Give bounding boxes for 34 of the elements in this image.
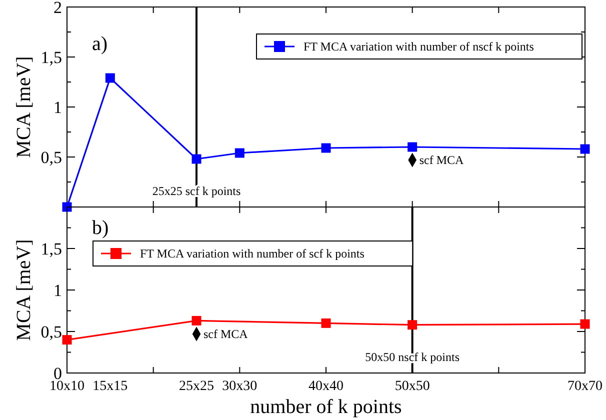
point: [234, 148, 244, 158]
x-tick-label: 30x30: [222, 379, 258, 394]
point: [192, 316, 202, 326]
legend-label: FT MCA variation with number of scf k points: [140, 246, 365, 261]
y-tick-label: 0,5: [40, 322, 62, 342]
x-tick-label: 70x70: [568, 379, 602, 394]
point: [62, 335, 72, 345]
annotation: b): [92, 217, 109, 239]
y-tick-label: 0,5: [40, 148, 62, 167]
y-axis-title: MCA [meV]: [13, 239, 35, 341]
point: [408, 142, 418, 152]
series-label: scf MCA: [419, 153, 464, 167]
point: [105, 73, 115, 83]
series-label: scf MCA: [204, 326, 248, 341]
y-tick-label: 1: [54, 98, 62, 117]
point: [580, 144, 590, 154]
x-axis-title: number of k points: [250, 396, 402, 418]
point: [321, 143, 331, 153]
point: [321, 318, 331, 328]
legend-label: FT MCA variation with number of nscf k points: [304, 40, 534, 54]
y-tick-label: 2: [54, 0, 62, 17]
annotation: a): [92, 33, 108, 55]
y-axis-title: MCA [meV]: [13, 56, 35, 158]
x-tick-label: 15x15: [92, 379, 128, 394]
x-tick-label: 50x50: [394, 379, 430, 394]
point: [408, 320, 418, 330]
x-tick-label: 10x10: [50, 379, 84, 394]
y-tick-label: 1,5: [40, 239, 62, 258]
point: [580, 319, 590, 329]
y-tick-label: 1,5: [40, 48, 62, 67]
x-tick-label: 40x40: [308, 379, 344, 394]
y-tick-label: 1: [54, 280, 62, 300]
point: [192, 154, 202, 164]
x-tick-label: 25x25: [179, 379, 214, 394]
